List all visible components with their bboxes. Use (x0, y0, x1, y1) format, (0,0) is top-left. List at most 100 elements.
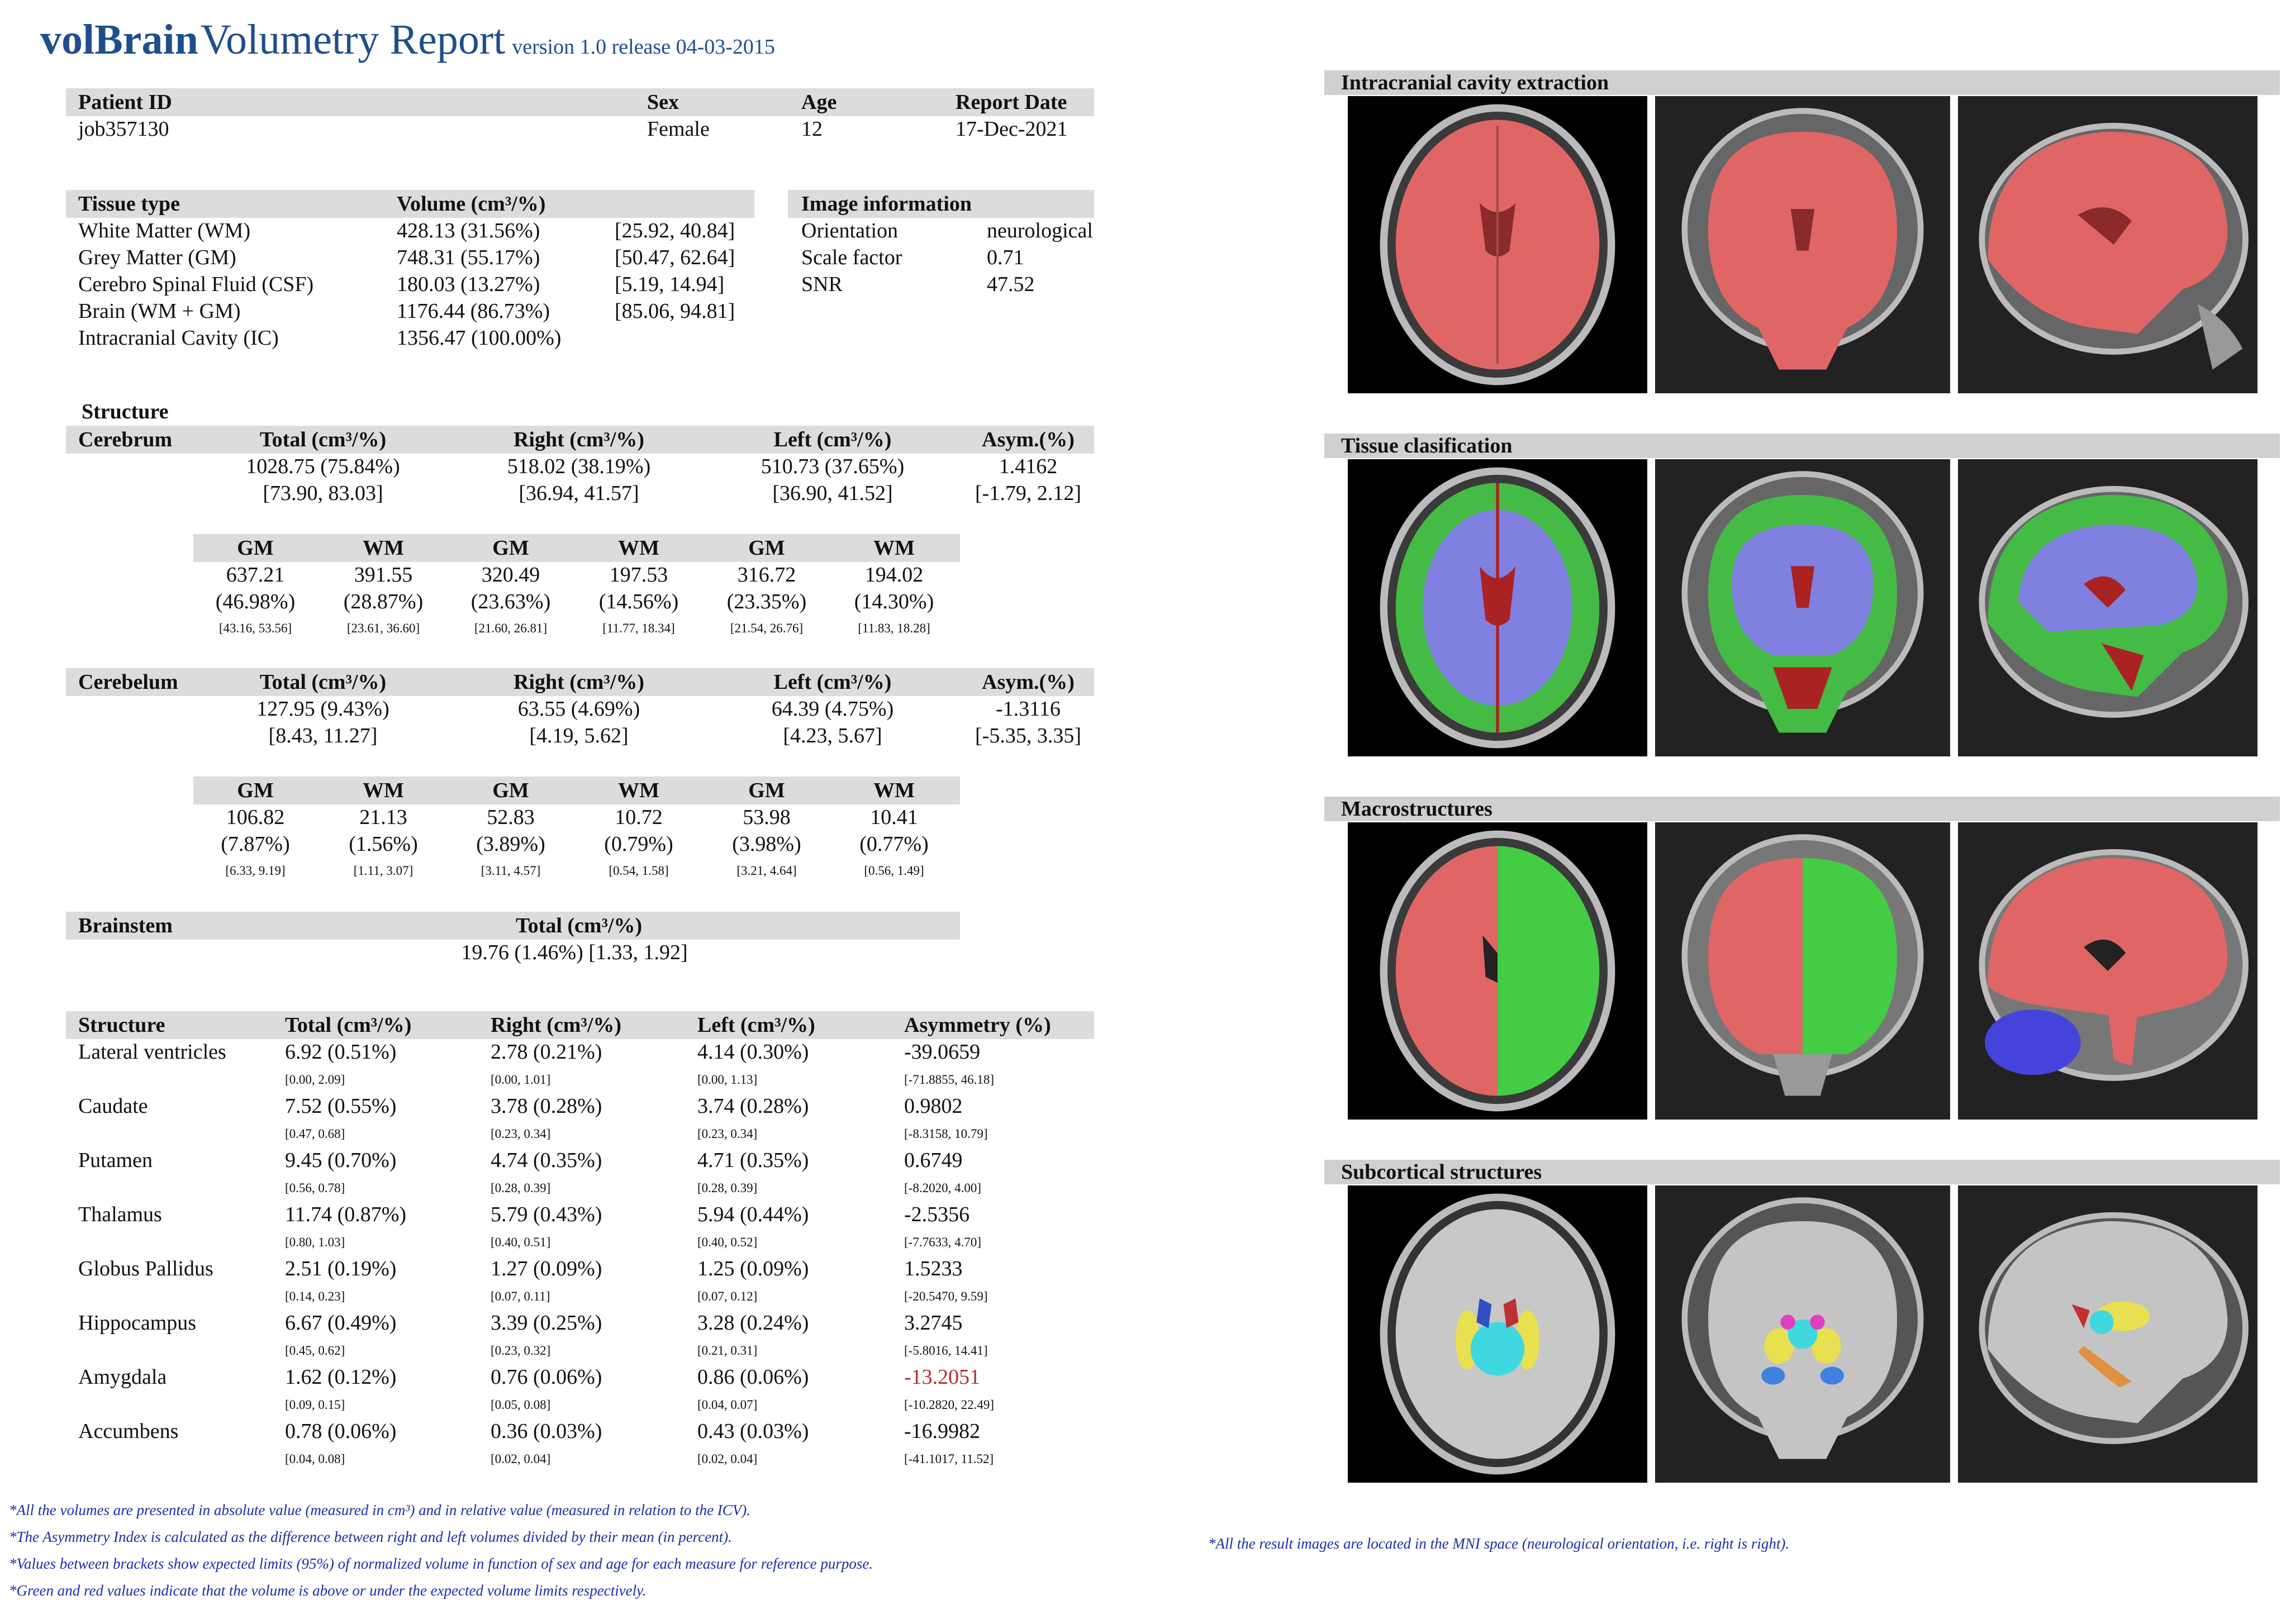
cerebelum-sub-v5: 10.41 (870, 806, 918, 829)
subcortical-asym: 3.2745 (904, 1311, 963, 1335)
cerebrum-sub-v4: 316.72 (737, 563, 796, 587)
subcortical-right: 1.27 (0.09%) (491, 1257, 602, 1280)
tissue-value-brain: 1176.44 (86.73%) (397, 299, 550, 323)
tissue-name-wm: White Matter (WM) (78, 219, 251, 242)
tissue-coronal-image (1655, 459, 1950, 756)
ic-sagittal-image (1958, 96, 2257, 393)
cerebelum-sub-h3: WM (618, 779, 659, 802)
subcortical-left: 1.25 (0.09%) (697, 1257, 809, 1280)
cerebrum-sub-h0: GM (237, 536, 274, 560)
cerebelum-sub-h0: GM (237, 779, 274, 802)
patient-id-value: job357130 (78, 117, 169, 141)
cerebelum-right-range: [4.19, 5.62] (529, 724, 629, 747)
cerebrum-sub-p5: (14.30%) (854, 590, 934, 613)
panel-bar-macro (1324, 797, 2280, 821)
subcortical-right: 3.39 (0.25%) (491, 1311, 602, 1335)
macro-axial-image (1348, 822, 1647, 1120)
cerebrum-sub-v2: 320.49 (481, 563, 540, 587)
cerebelum-sub-v2: 52.83 (487, 806, 535, 829)
cerebelum-sub-r4: [3.21, 4.64] (736, 864, 797, 878)
subcortical-name: Caudate (78, 1094, 148, 1118)
subcortical-asym: 0.9802 (904, 1094, 963, 1118)
cerebelum-label: Cerebelum (78, 670, 178, 694)
subcortical-total: 2.51 (0.19%) (285, 1257, 397, 1280)
subcortical-total-range: [0.04, 0.08] (285, 1452, 345, 1466)
scale-factor-label: Scale factor (801, 246, 902, 269)
cerebrum-sub-r1: [23.61, 36.60] (346, 621, 420, 635)
tissue-sagittal-image (1958, 459, 2257, 756)
cerebrum-sub-r4: [21.54, 26.76] (730, 621, 804, 635)
subcortical-left-range: [0.28, 0.39] (697, 1181, 758, 1195)
cerebelum-sub-p5: (0.77%) (859, 832, 929, 856)
subcortical-asym-range: [-20.5470, 9.59] (904, 1289, 988, 1303)
scale-factor-value: 0.71 (987, 246, 1024, 269)
subcortical-asym: 1.5233 (904, 1257, 963, 1280)
cerebrum-right: 518.02 (38.19%) (507, 455, 651, 478)
cerebelum-sub-p2: (3.89%) (476, 832, 545, 856)
tissue-range-wm: [25.92, 40.84] (615, 219, 735, 242)
cerebelum-right-header: Right (cm³/%) (513, 670, 645, 694)
subcortical-right: 2.78 (0.21%) (491, 1040, 602, 1064)
subcortical-asym-range: [-41.1017, 11.52] (904, 1452, 994, 1466)
subcortical-right-range: [0.00, 1.01] (491, 1073, 551, 1087)
subcortical-total: 0.78 (0.06%) (285, 1420, 397, 1443)
cerebelum-sub-p0: (7.87%) (221, 832, 290, 856)
tissue-axial-image (1348, 459, 1647, 756)
subcortical-name: Putamen (78, 1149, 153, 1172)
cerebrum-sub-v3: 197.53 (609, 563, 668, 587)
tissue-range-brain: [85.06, 94.81] (615, 299, 735, 323)
panel-title-ic: Intracranial cavity extraction (1341, 71, 1609, 94)
cerebrum-sub-p4: (23.35%) (726, 590, 807, 613)
cerebrum-sub-r3: [11.77, 18.34] (602, 621, 675, 635)
subcortical-asym-range: [-71.8855, 46.18] (904, 1073, 994, 1087)
report-date-header: Report Date (956, 91, 1067, 114)
subcortical-header-bar (66, 1011, 1094, 1039)
subcortical-asym: -2.5356 (904, 1203, 970, 1226)
cerebrum-sub-h3: WM (618, 536, 659, 560)
brainstem-value: 19.76 (1.46%) [1.33, 1.92] (461, 941, 688, 964)
orientation-label: Orientation (801, 219, 899, 242)
subcortical-left-range: [0.21, 0.31] (697, 1344, 758, 1358)
subcortical-asym-range: [-8.2020, 4.00] (904, 1181, 981, 1195)
subcortical-structure-header: Structure (78, 1013, 165, 1037)
cerebrum-asym-range: [-1.79, 2.12] (975, 482, 1081, 505)
image-info-header: Image information (801, 192, 972, 216)
cerebrum-total-range: [73.90, 83.03] (263, 482, 383, 505)
subcortical-total-range: [0.09, 0.15] (285, 1398, 345, 1412)
subcortical-right: 4.74 (0.35%) (491, 1149, 602, 1172)
cerebelum-asym-header: Asym.(%) (982, 670, 1075, 694)
subcortical-asym-range: [-8.3158, 10.79] (904, 1127, 988, 1141)
ic-axial-image (1348, 96, 1647, 393)
image-info-header-bar (788, 190, 1094, 218)
cerebelum-sub-h2: GM (492, 779, 529, 802)
subcortical-asym-range: [-7.7633, 4.70] (904, 1235, 981, 1249)
cerebrum-total: 1028.75 (75.84%) (246, 455, 400, 478)
tissue-header-bar (66, 190, 754, 218)
cerebrum-asym: 1.4162 (999, 455, 1058, 478)
panel-bar-tissue (1324, 434, 2280, 458)
cerebelum-sub-header-bar (193, 777, 960, 804)
tissue-volume-header: Volume (cm³/%) (397, 192, 546, 216)
cerebelum-sub-v4: 53.98 (743, 806, 791, 829)
subcortical-left-range: [0.23, 0.34] (697, 1127, 758, 1141)
macro-sagittal-image (1958, 822, 2257, 1120)
brainstem-total-header: Total (cm³/%) (515, 914, 643, 937)
cerebelum-asym: -1.3116 (996, 697, 1061, 721)
cerebelum-right: 63.55 (4.69%) (517, 697, 640, 721)
macro-coronal-image (1655, 822, 1950, 1120)
cerebrum-sub-r0: [43.16, 53.56] (218, 621, 292, 635)
cerebelum-sub-v1: 21.13 (359, 806, 407, 829)
panel-bar-ic (1324, 70, 2280, 95)
subcortical-asym-header: Asymmetry (%) (904, 1013, 1051, 1037)
subcortical-left-range: [0.02, 0.04] (697, 1452, 758, 1466)
cerebelum-sub-p1: (1.56%) (349, 832, 418, 856)
subcortical-right: 0.76 (0.06%) (491, 1365, 602, 1389)
subcortical-sagittal-image (1958, 1185, 2257, 1483)
tissue-name-brain: Brain (WM + GM) (78, 299, 241, 323)
tissue-value-csf: 180.03 (13.27%) (397, 273, 540, 296)
subcortical-left-range: [0.40, 0.52] (697, 1235, 758, 1249)
cerebrum-sub-v1: 391.55 (354, 563, 413, 587)
cerebrum-sub-r5: [11.83, 18.28] (858, 621, 930, 635)
subcortical-right-header: Right (cm³/%) (491, 1013, 622, 1037)
footnote-volumes: *All the volumes are presented in absolu… (9, 1502, 751, 1518)
